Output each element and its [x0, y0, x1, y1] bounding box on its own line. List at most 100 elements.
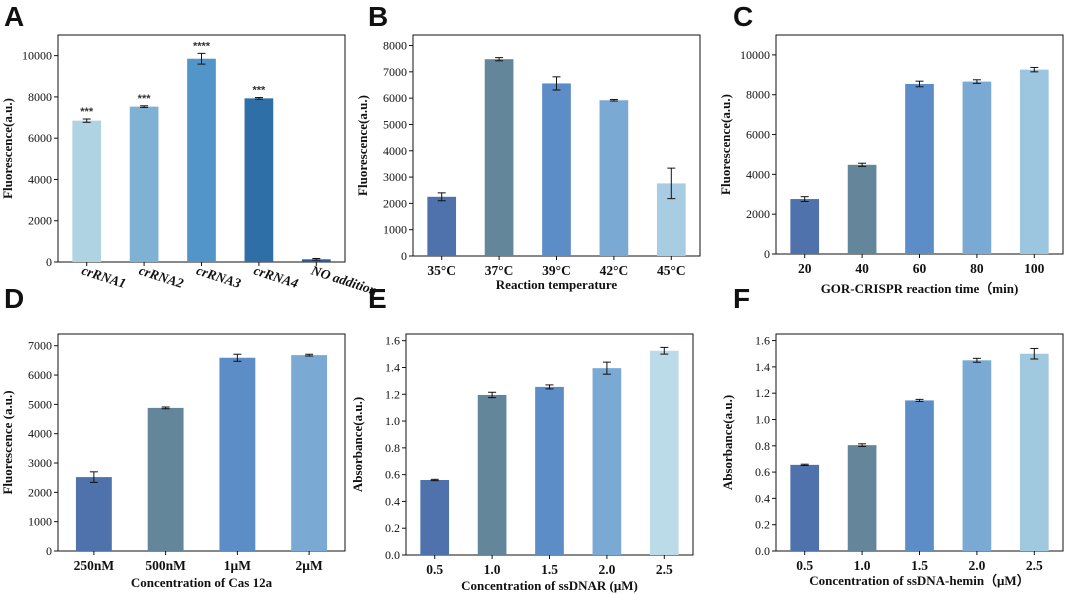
x-category-label: 2.0: [968, 558, 985, 573]
y-tick-label: 5000: [383, 117, 407, 131]
y-tick-label: 1.0: [755, 412, 770, 426]
x-category-label: 1.0: [484, 562, 501, 577]
x-axis-title-c: GOR-CRISPR reaction time（min): [821, 281, 1019, 296]
panel-c: C Fluorescence(a.u.) GOR-CRISPR reaction…: [718, 1, 1064, 296]
x-category-label: 1.5: [541, 562, 558, 577]
x-category-label: 0.5: [796, 558, 813, 573]
y-axis-title-a: Fluorescence(a.u.): [0, 98, 15, 199]
x-category-label: 1.5: [911, 558, 928, 573]
bar: [599, 100, 629, 256]
y-tick-label: 8000: [746, 88, 770, 102]
bar: [790, 464, 820, 551]
y-tick-label: 0: [46, 544, 52, 558]
y-tick-label: 2000: [746, 207, 770, 221]
panel-letter-c: C: [733, 1, 753, 32]
bar: [129, 106, 159, 262]
x-category-label: 80: [970, 261, 984, 276]
x-category-label: crRNA3: [195, 263, 243, 291]
y-tick-label: 6000: [746, 128, 770, 142]
y-tick-label: 1000: [28, 515, 52, 529]
y-tick-label: 10000: [740, 48, 770, 62]
x-category-label: 60: [913, 261, 927, 276]
y-tick-label: 6000: [28, 131, 52, 145]
y-tick-label: 6000: [383, 91, 407, 105]
y-axis-title-b: Fluorescence(a.u.): [355, 95, 370, 196]
x-category-label: 39°C: [542, 263, 571, 278]
panel-b: B Fluorescence(a.u.) Reaction temperatur…: [355, 1, 701, 292]
panel-e: E Absorbance(a.u.) Concentration of ssDN…: [350, 283, 694, 593]
panel-a: A Fluorescence(a.u.) 0 2000 4000 6000 8000 10…: [0, 1, 379, 298]
bar: [427, 196, 457, 256]
bar: [1019, 69, 1049, 254]
y-tick-label: 0.4: [755, 491, 770, 505]
y-tick-label: 1.6: [755, 334, 770, 348]
y-axis-title-c: Fluorescence(a.u.): [718, 94, 733, 195]
x-category-label: crRNA2: [137, 263, 185, 291]
x-category-label: 37°C: [485, 263, 514, 278]
x-category-label: 2.5: [1026, 558, 1043, 573]
y-tick-label: 2000: [28, 485, 52, 499]
significance-label: ***: [138, 93, 152, 105]
x-category-label: 2μM: [296, 558, 323, 573]
panel-f: F Absorbance(a.u.) Concentration of ssDN…: [720, 283, 1064, 588]
y-tick-label: 1.4: [755, 360, 770, 374]
bar: [542, 83, 571, 257]
bar: [962, 81, 992, 254]
bar: [219, 357, 256, 551]
x-category-label: crRNA1: [80, 263, 128, 291]
bar: [147, 407, 184, 551]
y-tick-label: 8000: [28, 90, 52, 104]
y-tick-label: 0.6: [755, 465, 770, 479]
y-tick-label: 1.2: [385, 387, 400, 401]
y-tick-label: 0.4: [385, 494, 400, 508]
y-tick-label: 0.0: [755, 544, 770, 558]
bar: [790, 199, 820, 254]
x-category-label: 45°C: [657, 263, 686, 278]
y-tick-label: 4000: [383, 144, 407, 158]
bar: [244, 98, 274, 262]
panel-d: D Fluorescence (a.u.) Concentration of C…: [0, 283, 346, 590]
x-axis-title-f: Concentration of ssDNA-hemin（μM）: [809, 573, 1029, 588]
y-tick-label: 3000: [28, 456, 52, 470]
y-tick-label: 0.0: [385, 548, 400, 562]
x-category-label: 40: [855, 261, 869, 276]
y-axis-title-e: Absorbance(a.u.): [350, 397, 365, 492]
y-tick-label: 5000: [28, 397, 52, 411]
y-tick-label: 3000: [383, 170, 407, 184]
x-category-label: 20: [798, 261, 812, 276]
x-category-label: 2.0: [598, 562, 615, 577]
bar: [75, 477, 112, 551]
y-tick-label: 4000: [28, 172, 52, 186]
y-tick-label: 0.8: [755, 439, 770, 453]
panel-letter-a: A: [4, 1, 24, 32]
bar: [905, 400, 934, 551]
y-tick-label: 4000: [28, 427, 52, 441]
y-tick-label: 10000: [22, 49, 52, 63]
x-category-label: 100: [1024, 261, 1045, 276]
x-category-label: 0.5: [426, 562, 443, 577]
plot-frame-d: [57, 333, 346, 552]
significance-label: ***: [80, 106, 94, 118]
bar: [962, 360, 992, 551]
bar: [477, 394, 507, 555]
x-axis-title-d: Concentration of Cas 12a: [131, 575, 273, 590]
panel-letter-f: F: [733, 283, 750, 314]
x-category-label: 2.5: [656, 562, 673, 577]
significance-label: ****: [193, 40, 211, 52]
y-tick-label: 0: [764, 247, 770, 261]
x-axis-title-e: Concentration of ssDNAR (μM): [461, 578, 638, 593]
x-category-label: 42°C: [600, 263, 629, 278]
bar: [847, 164, 877, 254]
y-tick-label: 1.2: [755, 386, 770, 400]
x-category-label: 250nM: [74, 558, 115, 573]
x-category-label: 35°C: [427, 263, 456, 278]
bar: [1019, 353, 1049, 551]
panel-letter-e: E: [368, 283, 387, 314]
bar: [72, 120, 102, 263]
bar: [905, 83, 934, 254]
bar: [420, 479, 450, 555]
y-tick-label: 0.6: [385, 468, 400, 482]
y-tick-label: 1000: [383, 223, 407, 237]
significance-label: ***: [252, 85, 266, 97]
y-tick-label: 6000: [28, 368, 52, 382]
